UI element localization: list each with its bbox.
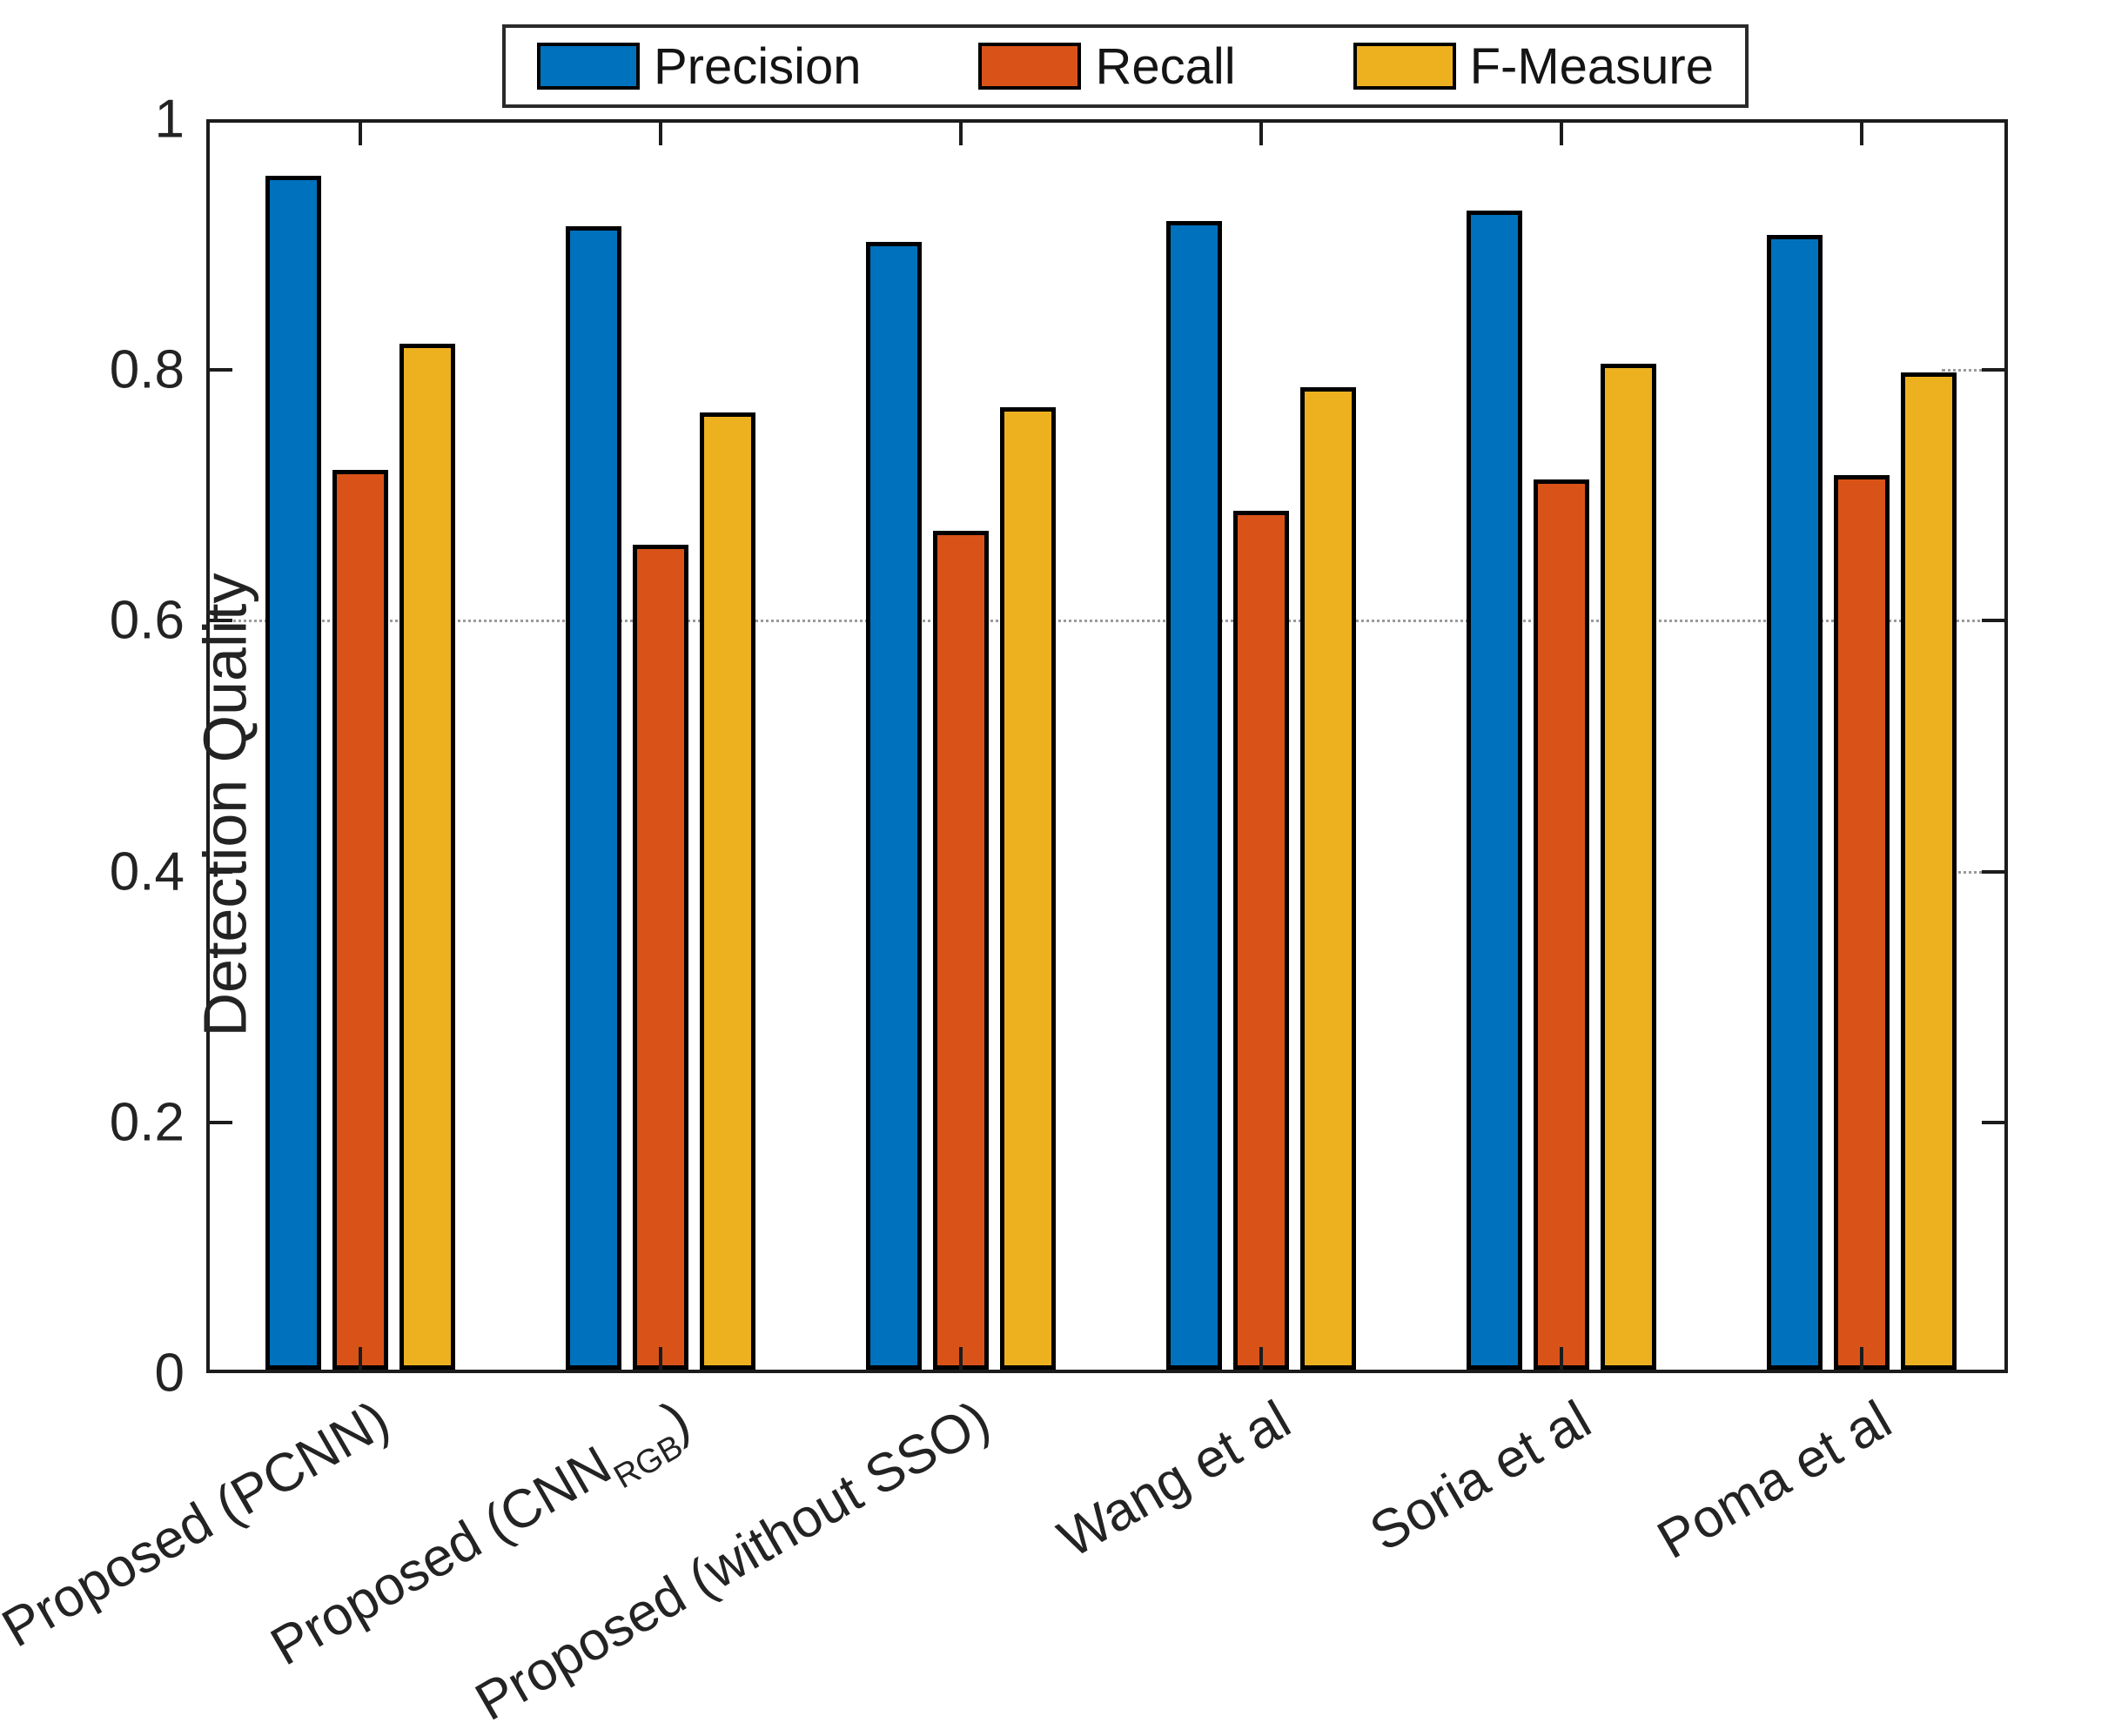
gridline (213, 620, 2001, 623)
legend: Precision Recall F-Measure (502, 24, 1749, 108)
bar-f-measure-5 (1600, 364, 1656, 1370)
bar-precision-4 (1165, 220, 1222, 1370)
bar-f-measure-6 (1900, 372, 1957, 1370)
x-tick-top (658, 123, 662, 145)
y-tick-label: 1 (154, 89, 185, 150)
x-tick-bottom (1559, 1347, 1563, 1370)
y-tick-label: 0.2 (109, 1092, 185, 1153)
bar-recall-1 (332, 470, 388, 1370)
gridline-stub (1942, 870, 2004, 874)
bar-f-measure-1 (399, 343, 455, 1370)
legend-swatch-precision (537, 43, 640, 90)
y-tick-label: 0 (154, 1343, 185, 1404)
legend-swatch-f-measure (1353, 43, 1456, 90)
legend-item-precision: Precision (537, 37, 862, 96)
x-tick-bottom (1859, 1347, 1863, 1370)
y-tick-right (1982, 368, 2004, 372)
bar-precision-6 (1766, 234, 1823, 1370)
x-category-label: Soria et al (1359, 1389, 1601, 1564)
legend-label: Recall (1095, 37, 1236, 95)
x-category-label-text: Soria et al (1359, 1389, 1601, 1564)
x-category-label: Proposed (without SSO) (465, 1389, 999, 1733)
bar-precision-1 (265, 175, 321, 1370)
x-tick-top (1259, 123, 1263, 145)
y-tick-label: 0.8 (109, 339, 185, 400)
y-tick-left (210, 368, 232, 372)
gridline-stub (1942, 369, 2004, 372)
y-tick-label: 0.4 (109, 841, 185, 902)
legend-label: F-Measure (1469, 37, 1714, 95)
x-tick-bottom (658, 1347, 662, 1370)
x-tick-bottom (1259, 1347, 1263, 1370)
y-axis-title: Detection Quality (191, 573, 259, 1037)
plot-area (206, 119, 2008, 1373)
bar-f-measure-4 (1299, 387, 1356, 1370)
y-tick-right (1982, 869, 2004, 874)
y-tick-left (210, 869, 232, 874)
bar-recall-4 (1232, 510, 1289, 1370)
bar-recall-3 (932, 530, 989, 1370)
x-category-label-text: Poma et al (1647, 1389, 1901, 1571)
bar-recall-6 (1833, 475, 1890, 1370)
x-category-label: Poma et al (1647, 1389, 1901, 1572)
x-tick-top (358, 123, 362, 145)
y-tick-left (210, 1120, 232, 1124)
bar-f-measure-3 (999, 407, 1056, 1370)
y-tick-left (210, 619, 232, 623)
y-tick-right (1982, 1120, 2004, 1124)
legend-label: Precision (654, 37, 862, 95)
x-tick-top (1559, 123, 1563, 145)
x-tick-top (1859, 123, 1863, 145)
y-tick-label: 0.6 (109, 590, 185, 651)
legend-swatch-recall (978, 43, 1082, 90)
legend-item-recall: Recall (978, 37, 1236, 96)
legend-item-f-measure: F-Measure (1353, 37, 1714, 96)
bar-precision-5 (1466, 211, 1522, 1370)
bar-precision-2 (565, 225, 621, 1370)
x-tick-bottom (358, 1347, 362, 1370)
bar-f-measure-2 (699, 412, 755, 1370)
bar-recall-5 (1533, 479, 1589, 1370)
bar-precision-3 (865, 242, 922, 1370)
x-tick-bottom (958, 1347, 963, 1370)
x-category-label-text: Wang et al (1048, 1389, 1300, 1570)
x-category-label-text: Proposed (without SSO) (465, 1389, 1000, 1733)
bar-recall-2 (632, 544, 688, 1370)
x-tick-top (958, 123, 963, 145)
x-category-label: Wang et al (1048, 1389, 1300, 1571)
y-tick-right (1982, 619, 2004, 623)
